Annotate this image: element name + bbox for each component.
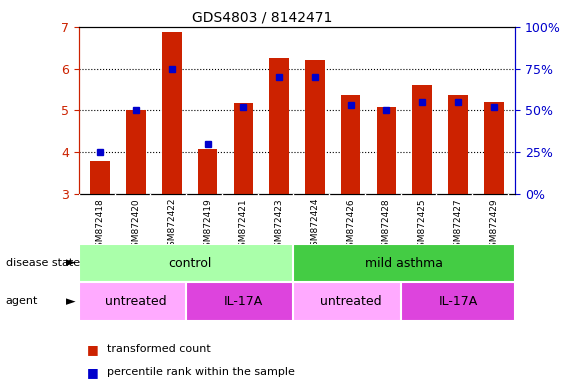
Bar bbox=[412, 85, 432, 194]
Text: ■: ■ bbox=[87, 343, 99, 356]
Bar bbox=[79, 244, 301, 282]
Text: ■: ■ bbox=[87, 366, 99, 379]
Text: disease state: disease state bbox=[6, 258, 80, 268]
Text: GSM872427: GSM872427 bbox=[453, 198, 462, 253]
Text: GSM872424: GSM872424 bbox=[310, 198, 319, 252]
Bar bbox=[484, 102, 503, 194]
Bar bbox=[79, 282, 193, 321]
Text: GSM872425: GSM872425 bbox=[418, 198, 427, 253]
Bar bbox=[448, 94, 468, 194]
Bar bbox=[162, 32, 182, 194]
Bar bbox=[269, 58, 289, 194]
Text: GSM872419: GSM872419 bbox=[203, 198, 212, 253]
Text: mild asthma: mild asthma bbox=[365, 257, 443, 270]
Bar bbox=[234, 103, 253, 194]
Bar bbox=[126, 109, 146, 194]
Bar bbox=[305, 60, 325, 194]
Text: transformed count: transformed count bbox=[107, 344, 211, 354]
Bar bbox=[91, 161, 110, 194]
Bar bbox=[198, 149, 217, 194]
Text: percentile rank within the sample: percentile rank within the sample bbox=[107, 367, 295, 377]
Text: GSM872422: GSM872422 bbox=[167, 198, 176, 252]
Bar bbox=[293, 244, 515, 282]
Text: GSM872426: GSM872426 bbox=[346, 198, 355, 253]
Text: IL-17A: IL-17A bbox=[439, 295, 477, 308]
Text: GSM872420: GSM872420 bbox=[132, 198, 141, 253]
Text: untreated: untreated bbox=[105, 295, 167, 308]
Text: ►: ► bbox=[65, 257, 75, 270]
Text: untreated: untreated bbox=[320, 295, 382, 308]
Bar bbox=[186, 282, 301, 321]
Title: GDS4803 / 8142471: GDS4803 / 8142471 bbox=[192, 10, 332, 24]
Bar bbox=[293, 282, 408, 321]
Text: GSM872428: GSM872428 bbox=[382, 198, 391, 253]
Bar bbox=[377, 108, 396, 194]
Text: GSM872423: GSM872423 bbox=[275, 198, 284, 253]
Text: agent: agent bbox=[6, 296, 38, 306]
Text: GSM872429: GSM872429 bbox=[489, 198, 498, 253]
Text: control: control bbox=[168, 257, 211, 270]
Text: GSM872421: GSM872421 bbox=[239, 198, 248, 253]
Bar bbox=[341, 95, 360, 194]
Bar bbox=[401, 282, 515, 321]
Text: GSM872418: GSM872418 bbox=[96, 198, 105, 253]
Text: IL-17A: IL-17A bbox=[224, 295, 263, 308]
Text: ►: ► bbox=[65, 295, 75, 308]
